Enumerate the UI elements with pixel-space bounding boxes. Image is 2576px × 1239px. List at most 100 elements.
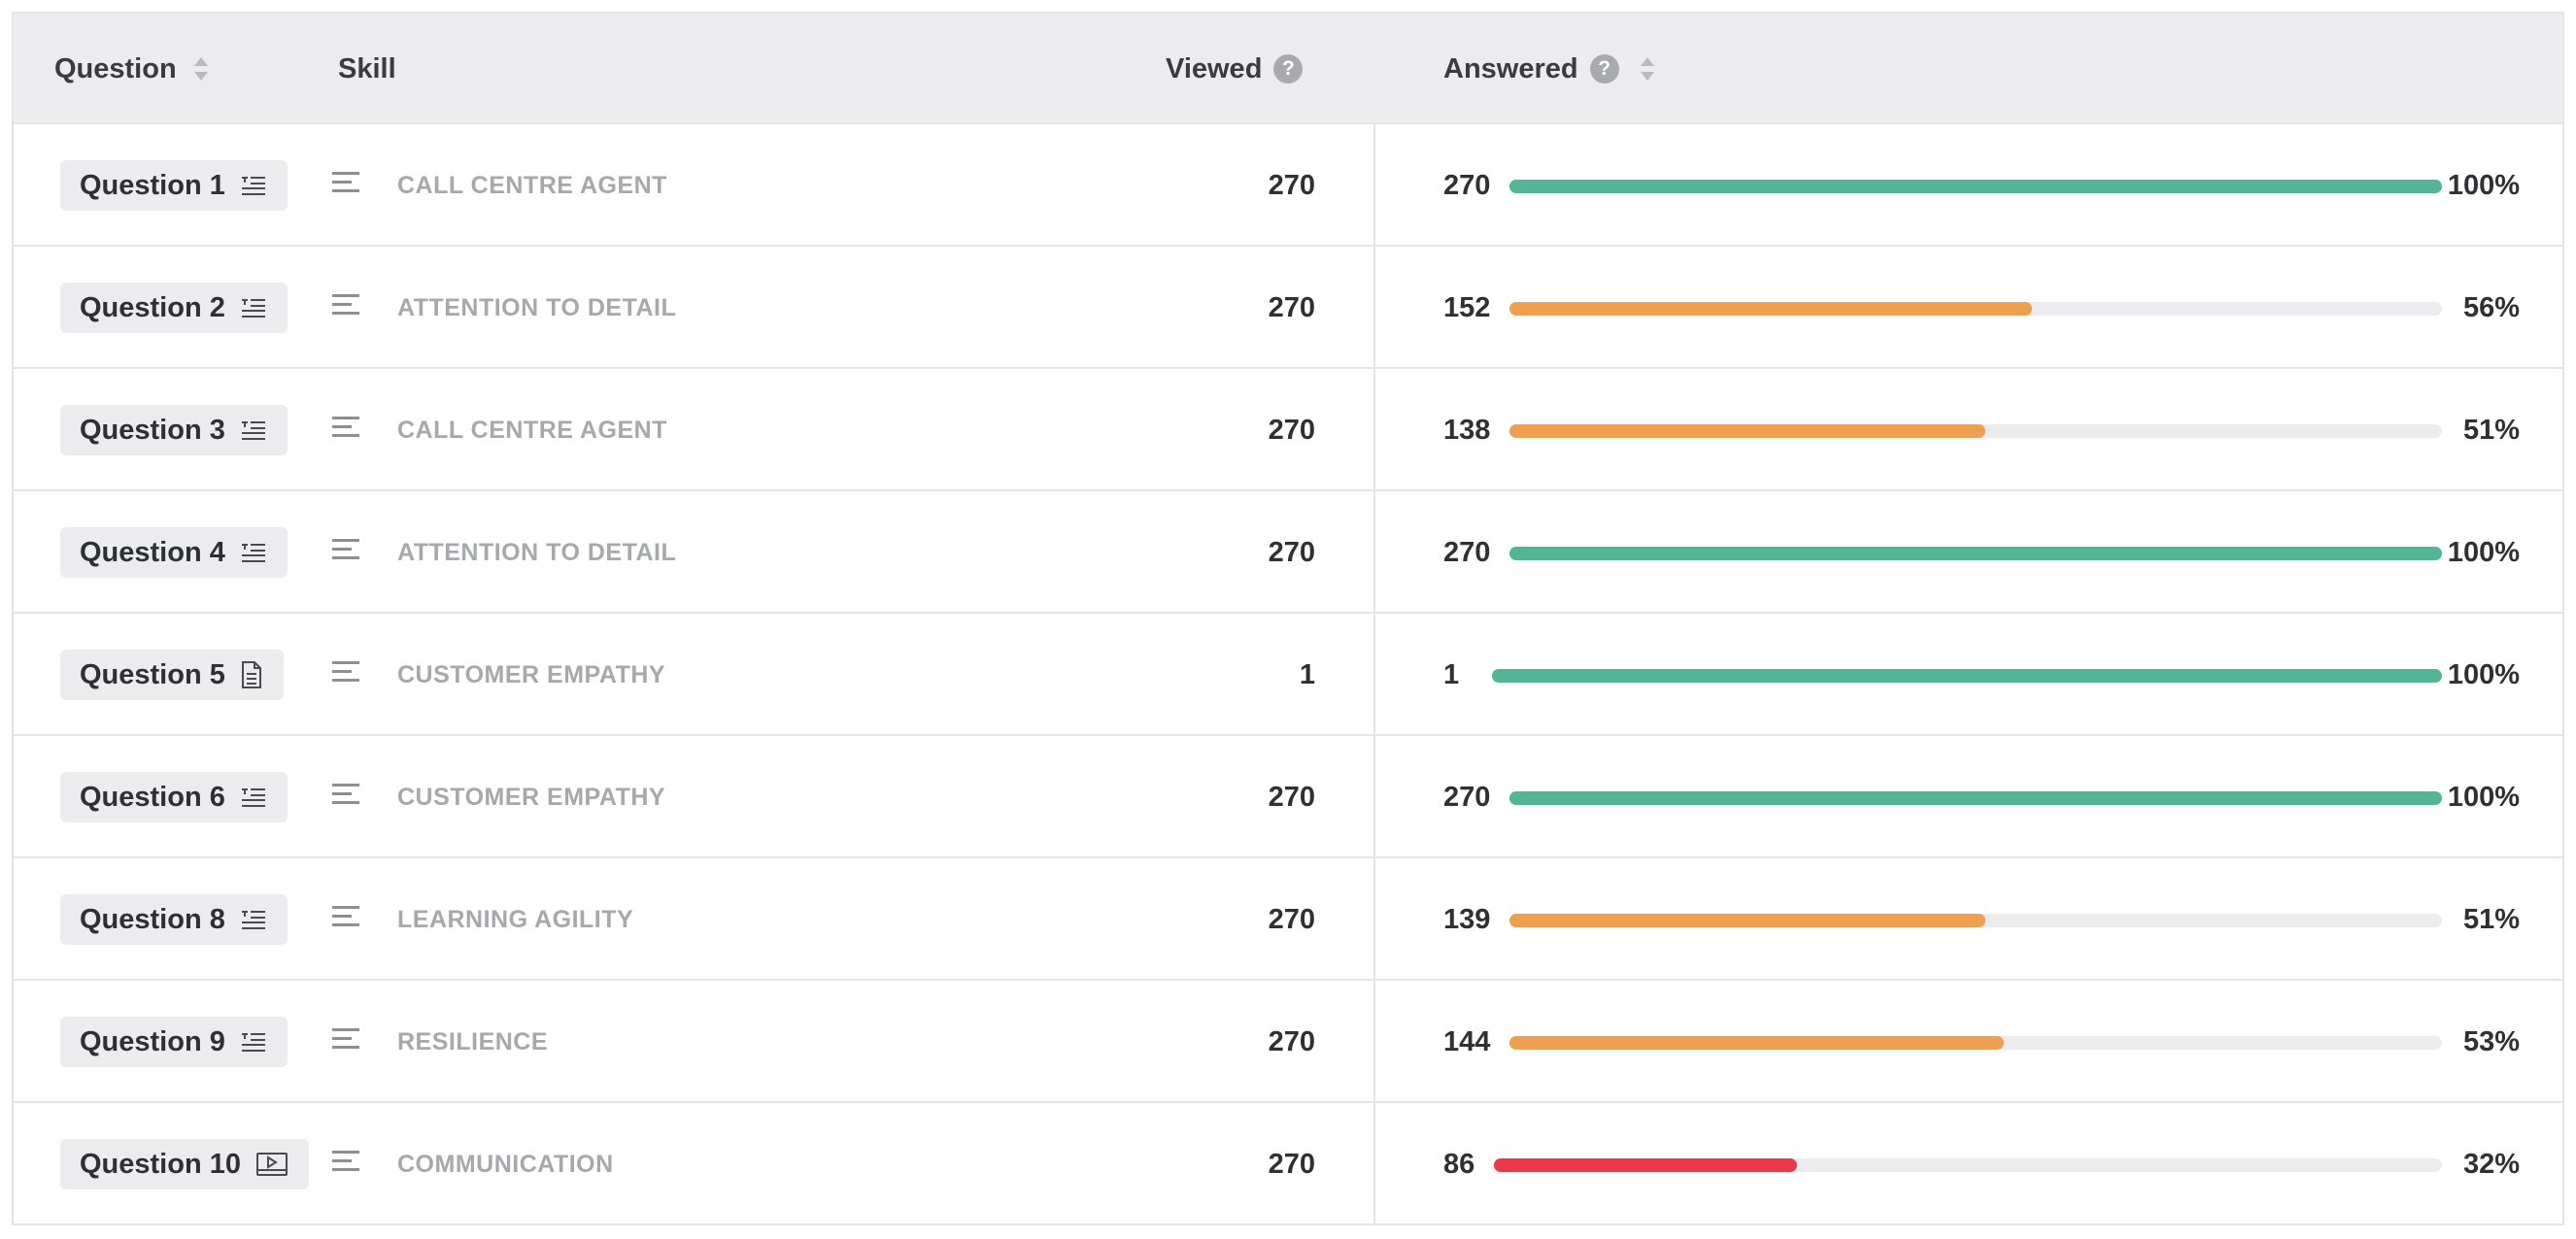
answered-progress-fill (1509, 1036, 2004, 1050)
answered-progress-fill (1509, 914, 1985, 927)
table-row[interactable]: Question 6 CUSTOMER EMPATHY 270 270 100% (14, 736, 2562, 858)
skill-label: CALL CENTRE AGENT (397, 171, 667, 199)
list-icon (241, 542, 266, 563)
skill-lines-icon (332, 1028, 359, 1055)
question-label: Question 4 (80, 536, 225, 568)
viewed-count: 270 (1268, 414, 1315, 446)
skill-header-label: Skill (338, 52, 396, 84)
table-row[interactable]: Question 8 LEARNING AGILITY 270 139 51% (14, 858, 2562, 981)
question-label: Question 1 (80, 169, 225, 201)
table-row[interactable]: Question 5 CUSTOMER EMPATHY 1 1 100% (14, 614, 2562, 736)
list-icon (241, 419, 266, 441)
question-badge[interactable]: Question 10 (60, 1139, 309, 1189)
answered-count: 138 (1443, 414, 1491, 446)
answered-percent: 53% (2462, 1025, 2520, 1057)
answered-progress-fill (1509, 180, 2442, 193)
question-badge[interactable]: Question 9 (60, 1017, 288, 1067)
table-row[interactable]: Question 4 ATTENTION TO DETAIL 270 270 1… (14, 491, 2562, 614)
table-row[interactable]: Question 3 CALL CENTRE AGENT 270 138 51% (14, 369, 2562, 491)
question-label: Question 10 (80, 1148, 241, 1180)
skill-label: RESILIENCE (397, 1027, 549, 1055)
list-icon (241, 297, 266, 318)
question-badge[interactable]: Question 1 (60, 160, 288, 211)
answered-percent: 100% (2447, 781, 2520, 813)
skill-label: CUSTOMER EMPATHY (397, 660, 666, 688)
viewed-count: 270 (1268, 291, 1315, 323)
answered-header-label: Answered (1443, 52, 1578, 84)
answered-progress-bar (1509, 547, 2442, 560)
question-badge[interactable]: Question 5 (60, 650, 284, 700)
viewed-count: 270 (1268, 1148, 1315, 1180)
answered-progress-bar (1509, 180, 2442, 193)
help-icon[interactable]: ? (1589, 54, 1619, 84)
question-label: Question 2 (80, 291, 225, 323)
skill-lines-icon (332, 784, 359, 810)
answered-count: 270 (1443, 781, 1491, 813)
table-header: Question Skill Viewed ? Answered ? (14, 14, 2562, 124)
question-label: Question 9 (80, 1025, 225, 1057)
answered-count: 270 (1443, 169, 1491, 201)
answered-progress-bar (1509, 302, 2442, 316)
column-header-question[interactable]: Question (54, 14, 208, 124)
answered-percent: 100% (2447, 536, 2520, 568)
document-icon (241, 661, 262, 688)
column-header-viewed: Viewed ? (1166, 14, 1304, 124)
column-header-answered[interactable]: Answered ? (1443, 14, 1654, 124)
list-icon (241, 787, 266, 808)
answered-percent: 51% (2462, 414, 2520, 446)
viewed-header-label: Viewed (1166, 52, 1263, 84)
list-icon (241, 175, 266, 196)
question-label: Question 8 (80, 903, 225, 935)
question-header-label: Question (54, 52, 177, 84)
sort-icon[interactable] (1640, 54, 1654, 84)
question-badge[interactable]: Question 6 (60, 772, 288, 822)
video-icon (256, 1153, 288, 1176)
question-badge[interactable]: Question 3 (60, 405, 288, 455)
viewed-count: 1 (1299, 658, 1315, 690)
answered-count: 1 (1443, 658, 1460, 690)
question-label: Question 5 (80, 658, 225, 690)
answered-count: 139 (1443, 903, 1491, 935)
question-badge[interactable]: Question 2 (60, 283, 288, 333)
viewed-count: 270 (1268, 781, 1315, 813)
question-label: Question 6 (80, 781, 225, 813)
answered-progress-bar (1509, 914, 2442, 927)
answered-progress-fill (1509, 302, 2032, 316)
answered-count: 152 (1443, 291, 1491, 323)
answered-progress-bar (1492, 669, 2442, 683)
table-row[interactable]: Question 2 ATTENTION TO DETAIL 270 152 5… (14, 247, 2562, 369)
question-badge[interactable]: Question 4 (60, 527, 288, 578)
list-icon (241, 1031, 266, 1053)
help-icon[interactable]: ? (1273, 54, 1304, 84)
answered-progress-bar (1494, 1158, 2442, 1172)
table-row[interactable]: Question 10 COMMUNICATION 270 86 32% (14, 1103, 2562, 1225)
viewed-count: 270 (1268, 1025, 1315, 1057)
list-icon (241, 909, 266, 930)
skill-lines-icon (332, 906, 359, 932)
skill-lines-icon (332, 417, 359, 443)
viewed-count: 270 (1268, 903, 1315, 935)
answered-progress-bar (1509, 424, 2442, 438)
question-badge[interactable]: Question 8 (60, 894, 288, 945)
skill-lines-icon (332, 294, 359, 320)
skill-lines-icon (332, 172, 359, 198)
answered-progress-fill (1492, 669, 2442, 683)
table-body: Question 1 CALL CENTRE AGENT 270 270 100… (14, 124, 2562, 1225)
answered-progress-bar (1509, 791, 2442, 805)
answered-count: 270 (1443, 536, 1491, 568)
skill-label: ATTENTION TO DETAIL (397, 538, 677, 566)
table-row[interactable]: Question 9 RESILIENCE 270 144 53% (14, 981, 2562, 1103)
skill-lines-icon (332, 539, 359, 565)
answered-percent: 51% (2462, 903, 2520, 935)
answered-count: 144 (1443, 1025, 1491, 1057)
answered-percent: 56% (2462, 291, 2520, 323)
answered-count: 86 (1443, 1148, 1475, 1180)
skill-lines-icon (332, 661, 359, 687)
question-stats-table: Question Skill Viewed ? Answered ? Quest… (12, 12, 2564, 1225)
table-row[interactable]: Question 1 CALL CENTRE AGENT 270 270 100… (14, 124, 2562, 247)
skill-label: LEARNING AGILITY (397, 905, 634, 933)
sort-icon[interactable] (193, 54, 208, 84)
answered-progress-fill (1509, 547, 2442, 560)
skill-label: CUSTOMER EMPATHY (397, 783, 666, 811)
viewed-count: 270 (1268, 169, 1315, 201)
